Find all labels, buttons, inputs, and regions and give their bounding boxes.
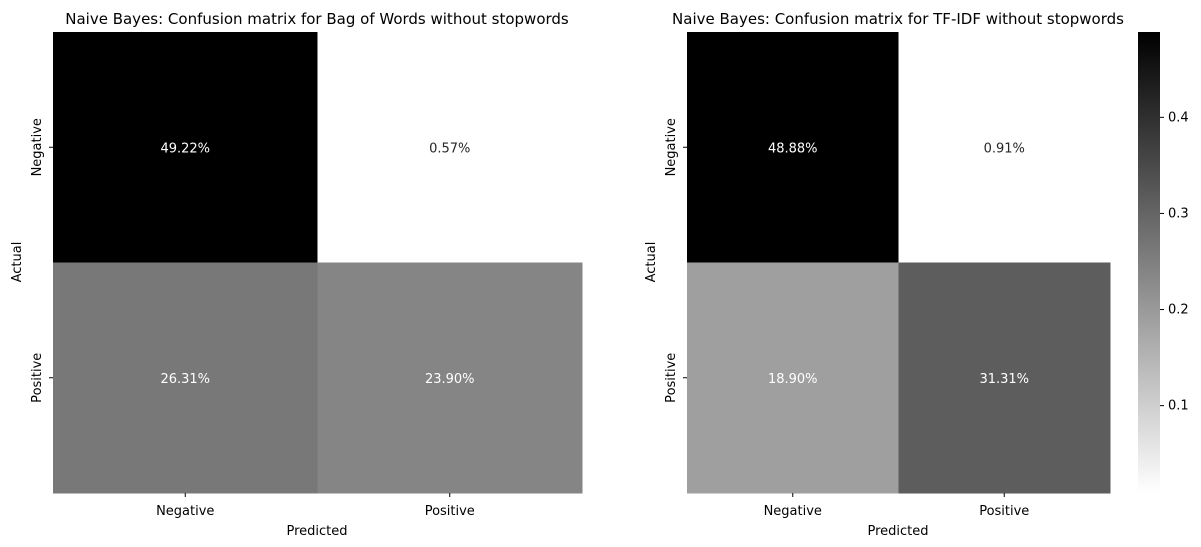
heatmap-cell [317,262,583,494]
cell-value-label: 26.31% [160,372,210,387]
x-tick-label: Negative [764,504,822,519]
colorbar: 0.1 0.2 0.3 0.4 [1138,32,1189,493]
colorbar-ticks: 0.1 0.2 0.3 0.4 [1160,110,1189,414]
colorbar-tick-label: 0.4 [1168,110,1189,125]
y-tick-label: Negative [30,118,45,176]
heatmap-cell [317,32,583,263]
y-tick-label: Positive [664,353,679,403]
cell-value-label: 49.22% [160,141,210,156]
cell-value-label: 31.31% [979,372,1029,387]
cell-value-label: 48.88% [768,141,818,156]
y-axis-label-bow: Actual [10,242,25,283]
colorbar-tick-label: 0.2 [1168,303,1189,318]
y-axis-label-tfidf: Actual [644,242,659,283]
cell-value-label: 0.57% [429,141,470,156]
cell-value-label: 18.90% [768,372,818,387]
heatmap-cell [687,262,899,494]
colorbar-gradient [1138,32,1160,493]
heatmap-bow: Naive Bayes: Confusion matrix for Bag of… [10,10,583,539]
x-tick-label: Positive [979,504,1029,519]
cell-value-label: 23.90% [425,372,475,387]
heatmap-cell [898,32,1111,263]
x-axis-label-tfidf: Predicted [867,524,928,539]
colorbar-tick-label: 0.3 [1168,206,1189,221]
cell-value-label: 0.91% [984,141,1025,156]
axis-ticks-bow: Negative Positive Negative Positive [30,118,475,519]
y-tick-label: Negative [664,118,679,176]
colorbar-tick-label: 0.1 [1168,399,1189,414]
heatmap-cells-bow: 49.22% 0.57% 26.31% 23.90% [53,32,583,494]
axis-ticks-tfidf: Negative Positive Negative Positive [664,118,1029,519]
y-tick-label: Positive [30,353,45,403]
x-tick-label: Positive [425,504,475,519]
heatmap-cell [53,32,318,263]
heatmap-cells-tfidf: 48.88% 0.91% 18.90% 31.31% [687,32,1111,494]
chart-title-tfidf: Naive Bayes: Confusion matrix for TF-IDF… [672,10,1124,28]
heatmap-cell [898,262,1111,494]
x-tick-label: Negative [156,504,214,519]
heatmap-cell [687,32,899,263]
chart-title-bow: Naive Bayes: Confusion matrix for Bag of… [65,10,569,28]
x-axis-label-bow: Predicted [286,524,347,539]
heatmap-tfidf: Naive Bayes: Confusion matrix for TF-IDF… [644,10,1124,539]
heatmap-cell [53,262,318,494]
